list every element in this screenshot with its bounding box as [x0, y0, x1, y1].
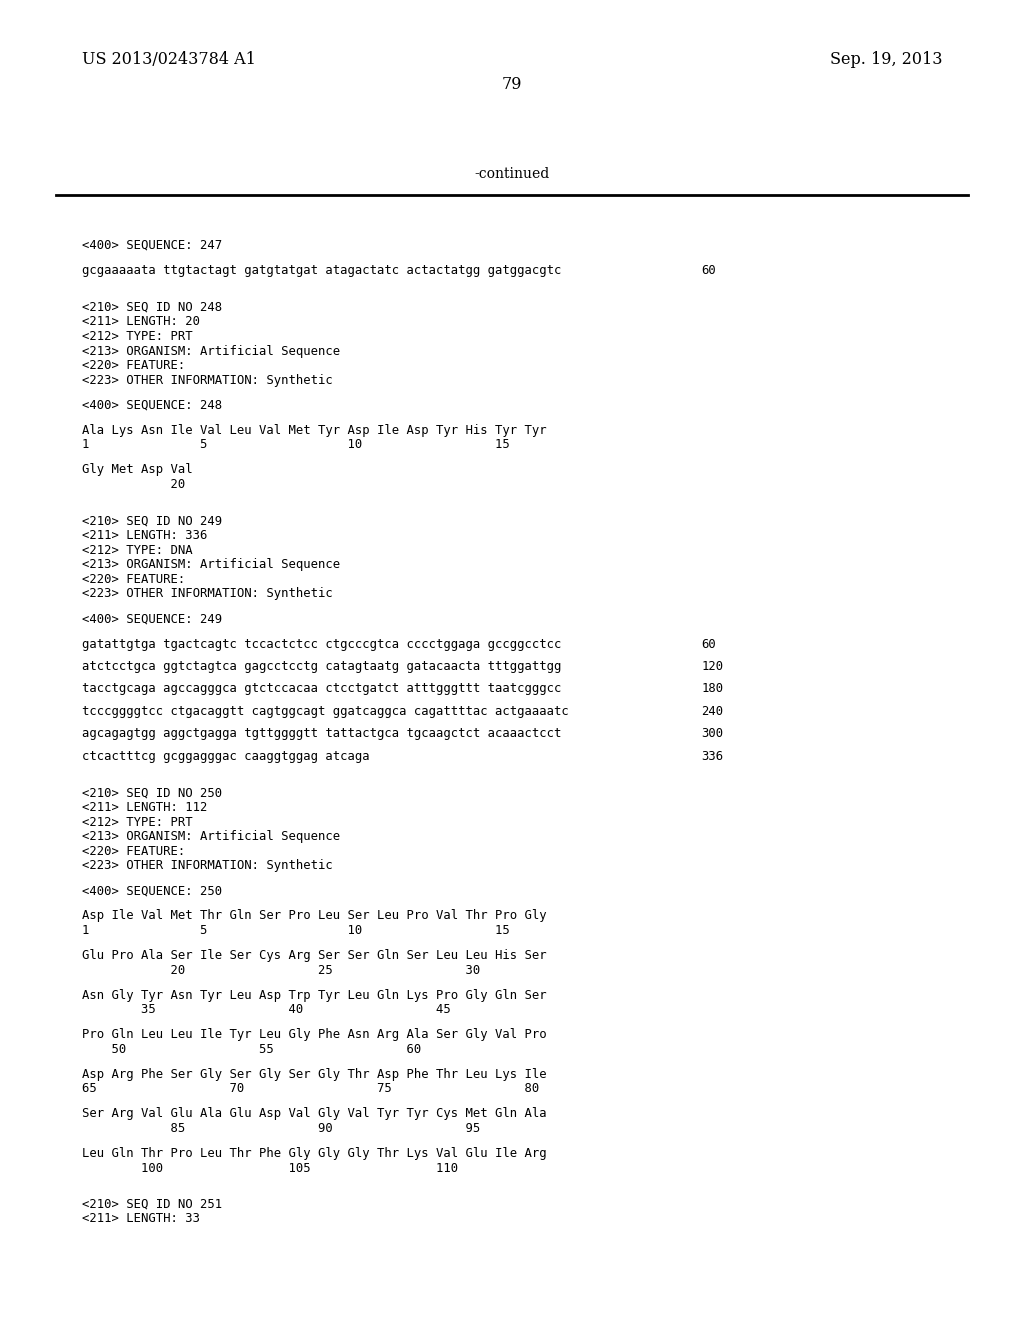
- Text: 120: 120: [701, 660, 724, 673]
- Text: US 2013/0243784 A1: US 2013/0243784 A1: [82, 51, 256, 67]
- Text: <211> LENGTH: 336: <211> LENGTH: 336: [82, 529, 207, 543]
- Text: <220> FEATURE:: <220> FEATURE:: [82, 573, 185, 586]
- Text: <211> LENGTH: 20: <211> LENGTH: 20: [82, 315, 200, 329]
- Text: <210> SEQ ID NO 248: <210> SEQ ID NO 248: [82, 301, 222, 314]
- Text: atctcctgca ggtctagtca gagcctcctg catagtaatg gatacaacta tttggattgg: atctcctgca ggtctagtca gagcctcctg catagta…: [82, 660, 561, 673]
- Text: ctcactttcg gcggagggac caaggtggag atcaga: ctcactttcg gcggagggac caaggtggag atcaga: [82, 750, 370, 763]
- Text: <211> LENGTH: 112: <211> LENGTH: 112: [82, 801, 207, 814]
- Text: <210> SEQ ID NO 249: <210> SEQ ID NO 249: [82, 515, 222, 528]
- Text: Gly Met Asp Val: Gly Met Asp Val: [82, 463, 193, 477]
- Text: gcgaaaaata ttgtactagt gatgtatgat atagactatc actactatgg gatggacgtc: gcgaaaaata ttgtactagt gatgtatgat atagact…: [82, 264, 561, 277]
- Text: tcccggggtcc ctgacaggtt cagtggcagt ggatcaggca cagattttac actgaaaatc: tcccggggtcc ctgacaggtt cagtggcagt ggatca…: [82, 705, 568, 718]
- Text: <212> TYPE: PRT: <212> TYPE: PRT: [82, 330, 193, 343]
- Text: <223> OTHER INFORMATION: Synthetic: <223> OTHER INFORMATION: Synthetic: [82, 859, 333, 873]
- Text: 85                  90                  95: 85 90 95: [82, 1122, 480, 1135]
- Text: <223> OTHER INFORMATION: Synthetic: <223> OTHER INFORMATION: Synthetic: [82, 587, 333, 601]
- Text: 300: 300: [701, 727, 724, 741]
- Text: Sep. 19, 2013: Sep. 19, 2013: [829, 51, 942, 67]
- Text: gatattgtga tgactcagtc tccactctcc ctgcccgtca cccctggaga gccggcctcc: gatattgtga tgactcagtc tccactctcc ctgcccg…: [82, 638, 561, 651]
- Text: 1               5                   10                  15: 1 5 10 15: [82, 438, 510, 451]
- Text: <213> ORGANISM: Artificial Sequence: <213> ORGANISM: Artificial Sequence: [82, 345, 340, 358]
- Text: agcagagtgg aggctgagga tgttggggtt tattactgca tgcaagctct acaaactcct: agcagagtgg aggctgagga tgttggggtt tattact…: [82, 727, 561, 741]
- Text: Ser Arg Val Glu Ala Glu Asp Val Gly Val Tyr Tyr Cys Met Gln Ala: Ser Arg Val Glu Ala Glu Asp Val Gly Val …: [82, 1107, 547, 1121]
- Text: Pro Gln Leu Leu Ile Tyr Leu Gly Phe Asn Arg Ala Ser Gly Val Pro: Pro Gln Leu Leu Ile Tyr Leu Gly Phe Asn …: [82, 1028, 547, 1041]
- Text: 240: 240: [701, 705, 724, 718]
- Text: <400> SEQUENCE: 247: <400> SEQUENCE: 247: [82, 238, 222, 251]
- Text: 180: 180: [701, 682, 724, 696]
- Text: Ala Lys Asn Ile Val Leu Val Met Tyr Asp Ile Asp Tyr His Tyr Tyr: Ala Lys Asn Ile Val Leu Val Met Tyr Asp …: [82, 424, 547, 437]
- Text: Asp Ile Val Met Thr Gln Ser Pro Leu Ser Leu Pro Val Thr Pro Gly: Asp Ile Val Met Thr Gln Ser Pro Leu Ser …: [82, 909, 547, 923]
- Text: <213> ORGANISM: Artificial Sequence: <213> ORGANISM: Artificial Sequence: [82, 830, 340, 843]
- Text: 60: 60: [701, 638, 716, 651]
- Text: <210> SEQ ID NO 251: <210> SEQ ID NO 251: [82, 1197, 222, 1210]
- Text: Leu Gln Thr Pro Leu Thr Phe Gly Gly Gly Thr Lys Val Glu Ile Arg: Leu Gln Thr Pro Leu Thr Phe Gly Gly Gly …: [82, 1147, 547, 1160]
- Text: 65                  70                  75                  80: 65 70 75 80: [82, 1082, 540, 1096]
- Text: Asn Gly Tyr Asn Tyr Leu Asp Trp Tyr Leu Gln Lys Pro Gly Gln Ser: Asn Gly Tyr Asn Tyr Leu Asp Trp Tyr Leu …: [82, 989, 547, 1002]
- Text: -continued: -continued: [474, 168, 550, 181]
- Text: 79: 79: [502, 77, 522, 92]
- Text: 20                  25                  30: 20 25 30: [82, 964, 480, 977]
- Text: <220> FEATURE:: <220> FEATURE:: [82, 845, 185, 858]
- Text: 60: 60: [701, 264, 716, 277]
- Text: 1               5                   10                  15: 1 5 10 15: [82, 924, 510, 937]
- Text: <220> FEATURE:: <220> FEATURE:: [82, 359, 185, 372]
- Text: 20: 20: [82, 478, 185, 491]
- Text: Glu Pro Ala Ser Ile Ser Cys Arg Ser Ser Gln Ser Leu Leu His Ser: Glu Pro Ala Ser Ile Ser Cys Arg Ser Ser …: [82, 949, 547, 962]
- Text: <213> ORGANISM: Artificial Sequence: <213> ORGANISM: Artificial Sequence: [82, 558, 340, 572]
- Text: tacctgcaga agccagggca gtctccacaa ctcctgatct atttgggttt taatcgggcc: tacctgcaga agccagggca gtctccacaa ctcctga…: [82, 682, 561, 696]
- Text: Asp Arg Phe Ser Gly Ser Gly Ser Gly Thr Asp Phe Thr Leu Lys Ile: Asp Arg Phe Ser Gly Ser Gly Ser Gly Thr …: [82, 1068, 547, 1081]
- Text: <212> TYPE: DNA: <212> TYPE: DNA: [82, 544, 193, 557]
- Text: <400> SEQUENCE: 250: <400> SEQUENCE: 250: [82, 884, 222, 898]
- Text: 100                 105                 110: 100 105 110: [82, 1162, 458, 1175]
- Text: 50                  55                  60: 50 55 60: [82, 1043, 421, 1056]
- Text: 336: 336: [701, 750, 724, 763]
- Text: <210> SEQ ID NO 250: <210> SEQ ID NO 250: [82, 787, 222, 800]
- Text: 35                  40                  45: 35 40 45: [82, 1003, 451, 1016]
- Text: <400> SEQUENCE: 248: <400> SEQUENCE: 248: [82, 399, 222, 412]
- Text: <211> LENGTH: 33: <211> LENGTH: 33: [82, 1212, 200, 1225]
- Text: <212> TYPE: PRT: <212> TYPE: PRT: [82, 816, 193, 829]
- Text: <400> SEQUENCE: 249: <400> SEQUENCE: 249: [82, 612, 222, 626]
- Text: <223> OTHER INFORMATION: Synthetic: <223> OTHER INFORMATION: Synthetic: [82, 374, 333, 387]
